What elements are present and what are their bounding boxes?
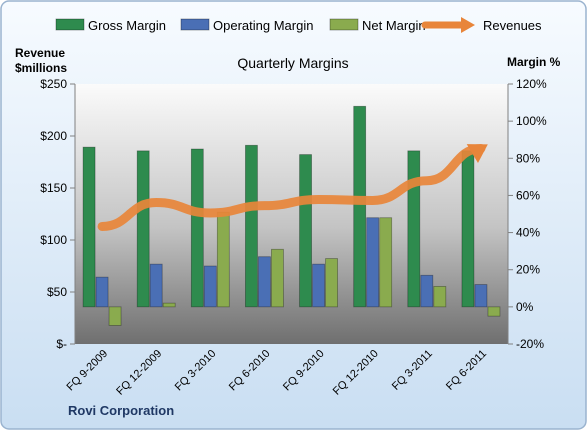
footer-company-name: Rovi Corporation (68, 403, 174, 418)
right-tick-label: 60% (516, 188, 540, 202)
gross-margin-bar (299, 154, 312, 308)
operating-margin-bar (312, 263, 325, 308)
revenues-legend-label: Revenues (483, 18, 542, 33)
gross-margin-legend-swatch (55, 18, 85, 31)
right-tick-label: 80% (516, 151, 540, 165)
operating-margin-bar (95, 276, 109, 308)
net-margin-bar (379, 217, 393, 308)
operating-margin-bar (366, 217, 380, 308)
operating-margin-bar (203, 265, 217, 308)
left-axis-label-line1: Revenue (15, 46, 65, 60)
revenues-legend-arrow (461, 17, 475, 33)
right-tick-label: 0% (516, 300, 534, 314)
left-tick-label: $50 (47, 285, 67, 299)
right-axis-label: Margin % (507, 55, 561, 69)
left-tick-label: $100 (40, 233, 67, 247)
net-margin-bar (162, 302, 176, 308)
operating-margin-bar (258, 256, 271, 308)
bar-series (82, 105, 501, 326)
gross-margin-bar (245, 144, 258, 308)
gross-margin-bar (82, 146, 96, 308)
net-margin-bar (325, 258, 338, 308)
revenue-line-series (97, 143, 488, 231)
net-margin-bar (216, 211, 230, 308)
revenues-arrowhead (466, 144, 488, 164)
right-tick-label: 100% (516, 114, 547, 128)
gross-margin-bar (407, 150, 421, 308)
operating-margin-legend-label: Operating Margin (213, 18, 313, 33)
revenues-line (97, 143, 486, 231)
left-tick-label: $200 (40, 129, 67, 143)
left-tick-label: $- (56, 337, 67, 351)
net-margin-bar (108, 306, 122, 326)
net-margin-legend-label: Net Margin (362, 18, 426, 33)
net-margin-bar (487, 306, 501, 317)
left-axis: $- $50 $100 $150 $200 $250 (40, 77, 76, 351)
right-tick-label: -20% (516, 337, 544, 351)
left-axis-label-line2: $millions (15, 61, 67, 75)
net-margin-bar (271, 248, 284, 308)
operating-margin-bar (474, 284, 488, 308)
right-tick-label: 40% (516, 226, 540, 240)
right-tick-label: 20% (516, 263, 540, 277)
gross-margin-legend-label: Gross Margin (88, 18, 166, 33)
net-margin-legend-swatch (329, 18, 359, 31)
chart-title: Quarterly Margins (237, 55, 348, 71)
left-tick-label: $150 (40, 181, 67, 195)
left-tick-label: $250 (40, 77, 67, 91)
gross-margin-bar (190, 148, 204, 308)
gross-margin-bar (461, 150, 475, 308)
right-tick-label: 120% (516, 77, 547, 91)
right-axis: -20% 0% 20% 40% 60% 80% 100% 120% (507, 77, 547, 351)
operating-margin-bar (149, 263, 163, 308)
net-margin-bar (433, 286, 447, 308)
operating-margin-legend-swatch (180, 18, 210, 31)
gross-margin-bar (353, 105, 367, 308)
operating-margin-bar (420, 274, 434, 308)
legend: Gross Margin Operating Margin Net Margin Re… (55, 17, 542, 33)
gross-margin-bar (136, 150, 150, 308)
